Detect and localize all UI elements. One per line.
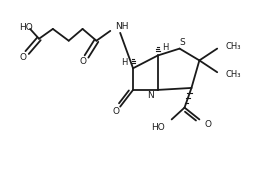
- Text: H: H: [162, 43, 168, 52]
- Text: HO: HO: [151, 123, 165, 132]
- Text: H: H: [121, 58, 127, 67]
- Text: O: O: [113, 107, 120, 116]
- Text: S: S: [180, 38, 185, 47]
- Text: O: O: [20, 53, 27, 62]
- Text: O: O: [204, 120, 211, 129]
- Text: CH₃: CH₃: [225, 42, 241, 51]
- Text: O: O: [79, 57, 86, 66]
- Text: NH: NH: [115, 22, 129, 31]
- Text: CH₃: CH₃: [225, 70, 241, 79]
- Text: N: N: [147, 91, 154, 100]
- Text: HO: HO: [19, 23, 33, 32]
